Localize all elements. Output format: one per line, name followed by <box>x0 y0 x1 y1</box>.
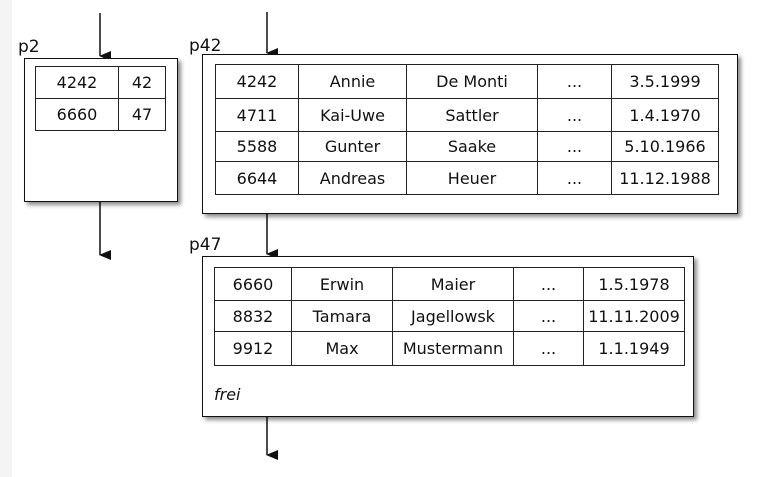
cell: Saake <box>406 131 538 162</box>
cell-key: 4242 <box>35 66 119 99</box>
data-table-p47: 6660 Erwin Maier ... 1.5.1978 8832 Tamar… <box>214 267 685 366</box>
cell: 5588 <box>215 131 299 162</box>
cell: 4711 <box>215 98 299 132</box>
table-row: 4242 42 <box>35 66 166 99</box>
cell: 11.12.1988 <box>611 161 719 195</box>
page-label-p47: p47 <box>189 235 222 255</box>
cell: 4242 <box>215 64 299 99</box>
cell: 1.1.1949 <box>583 331 685 366</box>
cell: Gunter <box>298 131 407 162</box>
table-row: 6644 Andreas Heuer ... 11.12.1988 <box>215 161 719 195</box>
cell: 1.4.1970 <box>611 98 719 132</box>
cell: ... <box>513 331 584 366</box>
cell: ... <box>537 161 612 195</box>
cell: 6644 <box>215 161 299 195</box>
cell: Maier <box>392 267 514 301</box>
free-space-label: frei <box>214 385 241 404</box>
cell: Erwin <box>291 267 393 301</box>
cell: Annie <box>298 64 407 99</box>
index-table-p2: 4242 42 6660 47 <box>35 66 166 131</box>
cell: ... <box>537 131 612 162</box>
cell: 9912 <box>214 331 292 366</box>
table-row: 8832 Tamara Jagellowsk ... 11.11.2009 <box>214 300 685 332</box>
table-row: 9912 Max Mustermann ... 1.1.1949 <box>214 331 685 366</box>
cell-pointer: 42 <box>118 66 166 99</box>
cell: Max <box>291 331 393 366</box>
cell: Tamara <box>291 300 393 332</box>
cell: ... <box>513 267 584 301</box>
cell: 1.5.1978 <box>583 267 685 301</box>
cell: 8832 <box>214 300 292 332</box>
table-row: 6660 47 <box>35 98 166 131</box>
table-row: 4711 Kai-Uwe Sattler ... 1.4.1970 <box>215 98 719 132</box>
cell: 6660 <box>214 267 292 301</box>
cell: 11.11.2009 <box>583 300 685 332</box>
cell: ... <box>537 98 612 132</box>
cell: Andreas <box>298 161 407 195</box>
page-label-p42: p42 <box>189 36 222 56</box>
cell: De Monti <box>406 64 538 99</box>
page-label-p2: p2 <box>18 37 40 57</box>
table-row: 6660 Erwin Maier ... 1.5.1978 <box>214 267 685 301</box>
cell-pointer: 47 <box>118 98 166 131</box>
table-row: 4242 Annie De Monti ... 3.5.1999 <box>215 64 719 99</box>
cell: 5.10.1966 <box>611 131 719 162</box>
table-row: 5588 Gunter Saake ... 5.10.1966 <box>215 131 719 162</box>
background-edge <box>0 0 12 477</box>
cell: Kai-Uwe <box>298 98 407 132</box>
cell: 3.5.1999 <box>611 64 719 99</box>
data-table-p42: 4242 Annie De Monti ... 3.5.1999 4711 Ka… <box>215 64 719 195</box>
cell: Heuer <box>406 161 538 195</box>
cell: Mustermann <box>392 331 514 366</box>
cell: ... <box>513 300 584 332</box>
cell-key: 6660 <box>35 98 119 131</box>
cell: Jagellowsk <box>392 300 514 332</box>
cell: ... <box>537 64 612 99</box>
cell: Sattler <box>406 98 538 132</box>
